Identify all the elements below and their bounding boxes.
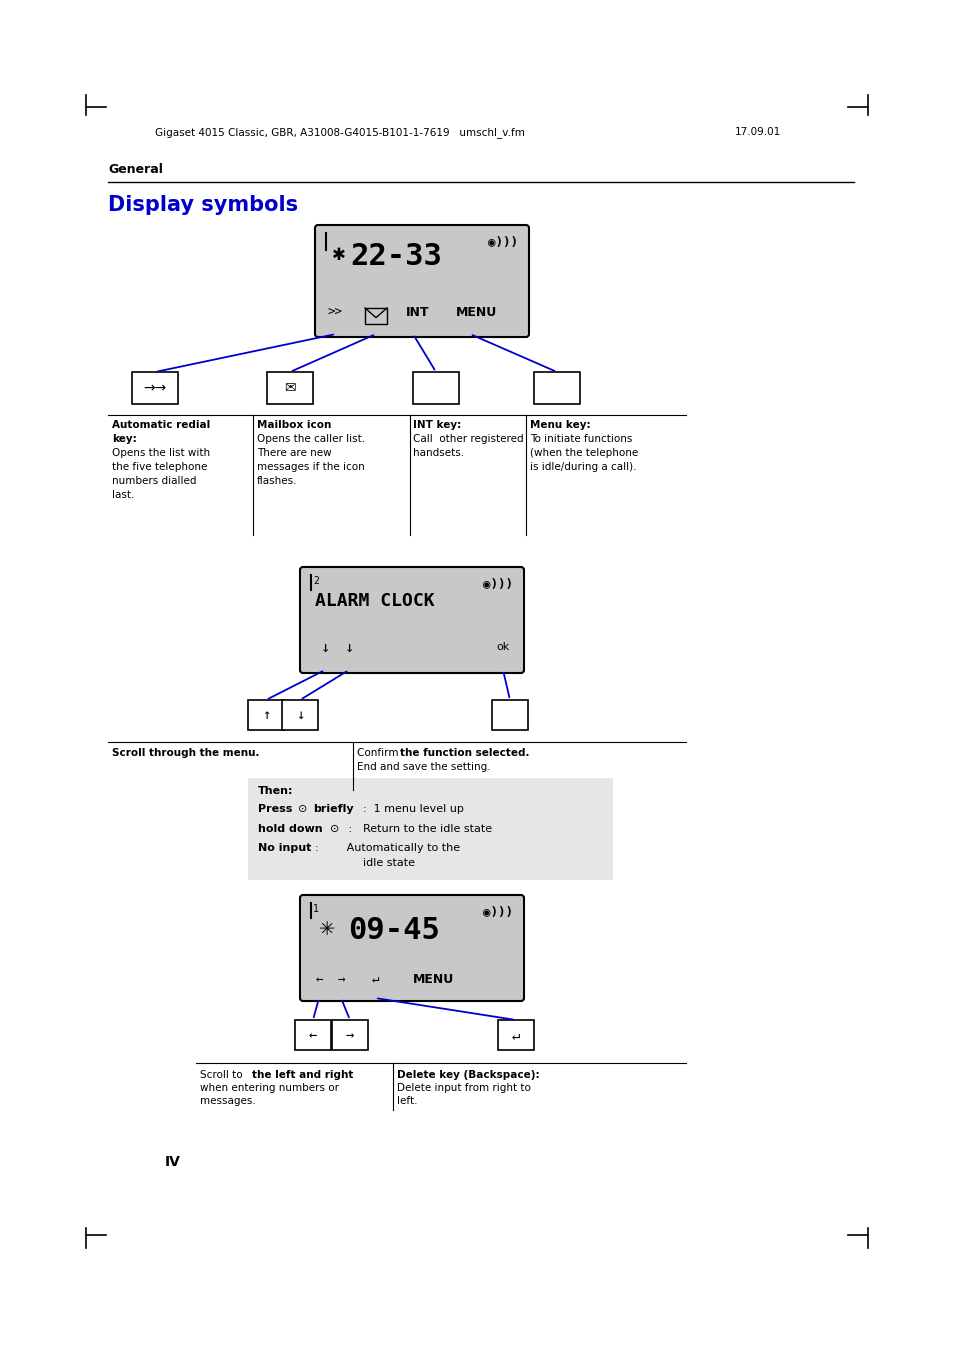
Text: ↓: ↓ [295,708,304,721]
Text: Opens the caller list.: Opens the caller list. [256,434,365,444]
Text: MENU: MENU [456,305,497,319]
Text: 17.09.01: 17.09.01 [734,127,781,136]
Text: key:: key: [112,434,136,444]
Text: Mailbox icon: Mailbox icon [256,420,331,430]
Text: Gigaset 4015 Classic, GBR, A31008-G4015-B101-1-7619   umschl_v.fm: Gigaset 4015 Classic, GBR, A31008-G4015-… [154,127,524,138]
Text: is idle/during a call).: is idle/during a call). [530,462,636,471]
Bar [248,700,284,730]
Bar [332,1020,368,1050]
Text: Menu key:: Menu key: [530,420,590,430]
Text: INT: INT [406,305,429,319]
Text: →: → [337,973,344,986]
Bar [248,778,613,880]
Text: (when the telephone: (when the telephone [530,449,638,458]
Text: ↵: ↵ [371,973,378,986]
Bar [413,372,458,404]
Text: ↓: ↓ [320,640,329,655]
Text: ⊙: ⊙ [297,804,307,815]
Text: numbers dialled: numbers dialled [112,476,196,486]
Text: General: General [108,163,163,176]
Bar [267,372,313,404]
Text: ←: ← [309,1028,316,1042]
Text: ◉))): ◉))) [482,907,513,919]
Text: To initiate functions: To initiate functions [530,434,632,444]
Bar [365,308,387,324]
Text: Call  other registered: Call other registered [413,434,523,444]
Text: the left and right: the left and right [252,1070,353,1079]
Text: flashes.: flashes. [256,476,297,486]
Text: Delete input from right to: Delete input from right to [396,1084,530,1093]
Text: Display symbols: Display symbols [108,195,297,215]
Text: ALARM CLOCK: ALARM CLOCK [314,592,435,611]
Text: Confirm: Confirm [356,748,401,758]
Text: idle state: idle state [363,858,415,867]
Text: hold down: hold down [257,824,322,834]
Bar [294,1020,331,1050]
Text: messages.: messages. [200,1096,255,1106]
Text: MENU: MENU [413,973,454,986]
Text: messages if the icon: messages if the icon [256,462,364,471]
Text: 09-45: 09-45 [348,916,439,944]
Text: 2: 2 [313,576,318,586]
Text: Return to the idle state: Return to the idle state [363,824,492,834]
Text: INT key:: INT key: [413,420,460,430]
Text: the five telephone: the five telephone [112,462,207,471]
Text: >>: >> [328,305,343,319]
Text: Automatic redial: Automatic redial [112,420,210,430]
Text: ◉))): ◉))) [482,578,513,590]
Bar [132,372,178,404]
Text: Scroll through the menu.: Scroll through the menu. [112,748,259,758]
Text: the function selected.: the function selected. [399,748,529,758]
Text: ✳: ✳ [318,920,335,939]
Text: There are new: There are new [256,449,332,458]
Bar [492,700,527,730]
Text: Scroll to: Scroll to [200,1070,246,1079]
Text: 22-33: 22-33 [350,242,441,272]
FancyBboxPatch shape [299,567,523,673]
Text: left.: left. [396,1096,417,1106]
Text: :: : [345,824,352,834]
Text: ✱: ✱ [332,246,346,263]
Text: last.: last. [112,490,134,500]
Text: Opens the list with: Opens the list with [112,449,210,458]
Bar [497,1020,534,1050]
Text: ◉))): ◉))) [488,236,517,249]
Text: IV: IV [165,1155,181,1169]
Text: ✉: ✉ [284,381,295,394]
Text: :        Automatically to the: : Automatically to the [314,843,459,852]
Text: ←: ← [314,973,322,986]
Text: :  1 menu level up: : 1 menu level up [363,804,463,815]
Text: when entering numbers or: when entering numbers or [200,1084,338,1093]
Text: End and save the setting.: End and save the setting. [356,762,490,771]
Text: Press: Press [257,804,292,815]
Bar [534,372,579,404]
Text: 1: 1 [313,904,318,915]
Text: →: → [345,1028,354,1042]
Text: ↓: ↓ [344,640,354,655]
Text: ⊙: ⊙ [330,824,339,834]
FancyBboxPatch shape [314,226,529,336]
Bar [282,700,317,730]
Text: →→: →→ [143,381,167,394]
Text: No input: No input [257,843,311,852]
Text: ↵: ↵ [511,1028,519,1042]
Text: Then:: Then: [257,786,294,796]
Text: ↑: ↑ [261,708,270,721]
FancyBboxPatch shape [299,894,523,1001]
Text: ok: ok [496,642,509,653]
Text: handsets.: handsets. [413,449,464,458]
Text: Delete key (Backspace):: Delete key (Backspace): [396,1070,539,1079]
Text: briefly: briefly [313,804,354,815]
